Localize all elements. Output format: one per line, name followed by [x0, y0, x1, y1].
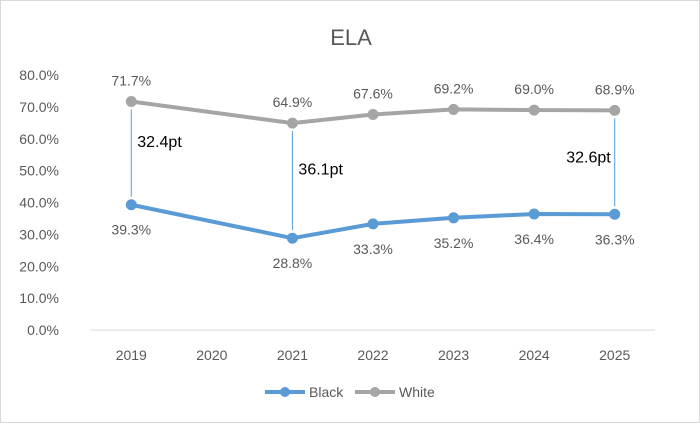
x-tick-label: 2021 — [277, 347, 308, 363]
data-label-white: 69.0% — [514, 81, 554, 97]
data-label-white: 68.9% — [595, 81, 635, 97]
data-point-black — [528, 208, 540, 220]
series-line-black — [130, 202, 615, 241]
data-point-white — [448, 103, 460, 115]
y-tick-label: 60.0% — [19, 131, 59, 147]
y-tick-label: 20.0% — [19, 258, 59, 274]
data-label-black: 36.3% — [595, 231, 635, 247]
data-label-black: 35.2% — [434, 235, 474, 251]
data-point-black — [125, 199, 137, 211]
data-label-black: 39.3% — [111, 222, 151, 238]
data-label-black: 33.3% — [353, 241, 393, 257]
data-point-black — [609, 208, 621, 220]
x-tick-label: 2025 — [599, 347, 630, 363]
data-point-white — [367, 109, 379, 121]
legend-marker-white — [370, 387, 380, 397]
x-tick-label: 2020 — [196, 347, 227, 363]
chart-title: ELA — [330, 25, 372, 50]
series-line-white — [131, 99, 615, 126]
data-point-white — [286, 117, 298, 129]
data-point-black — [448, 212, 460, 224]
x-tick-label: 2019 — [116, 347, 147, 363]
data-label-white: 71.7% — [111, 72, 151, 88]
data-point-white — [609, 104, 621, 116]
data-label-white: 64.9% — [273, 94, 313, 110]
data-point-black — [367, 218, 379, 230]
x-tick-label: 2024 — [519, 347, 550, 363]
y-tick-label: 30.0% — [19, 226, 59, 242]
data-point-white — [125, 95, 137, 107]
gap-annotation-label: 36.1pt — [298, 162, 343, 179]
data-label-black: 28.8% — [273, 255, 313, 271]
gap-annotation-label: 32.4pt — [137, 134, 182, 151]
y-tick-label: 50.0% — [19, 163, 59, 179]
data-label-black: 36.4% — [514, 231, 554, 247]
data-label-white: 69.2% — [434, 80, 474, 96]
legend-label-white: White — [399, 384, 435, 400]
x-tick-label: 2022 — [357, 347, 388, 363]
y-tick-label: 70.0% — [19, 99, 59, 115]
gap-annotation-label: 32.6pt — [566, 149, 611, 166]
data-label-white: 67.6% — [353, 86, 393, 102]
y-tick-label: 10.0% — [19, 290, 59, 306]
y-tick-label: 40.0% — [19, 195, 59, 211]
data-point-white — [528, 104, 540, 116]
x-tick-label: 2023 — [438, 347, 469, 363]
y-tick-label: 0.0% — [27, 322, 59, 338]
legend-label-black: Black — [309, 384, 344, 400]
data-point-black — [286, 232, 298, 244]
legend-marker-black — [280, 387, 290, 397]
y-tick-label: 80.0% — [19, 67, 59, 83]
